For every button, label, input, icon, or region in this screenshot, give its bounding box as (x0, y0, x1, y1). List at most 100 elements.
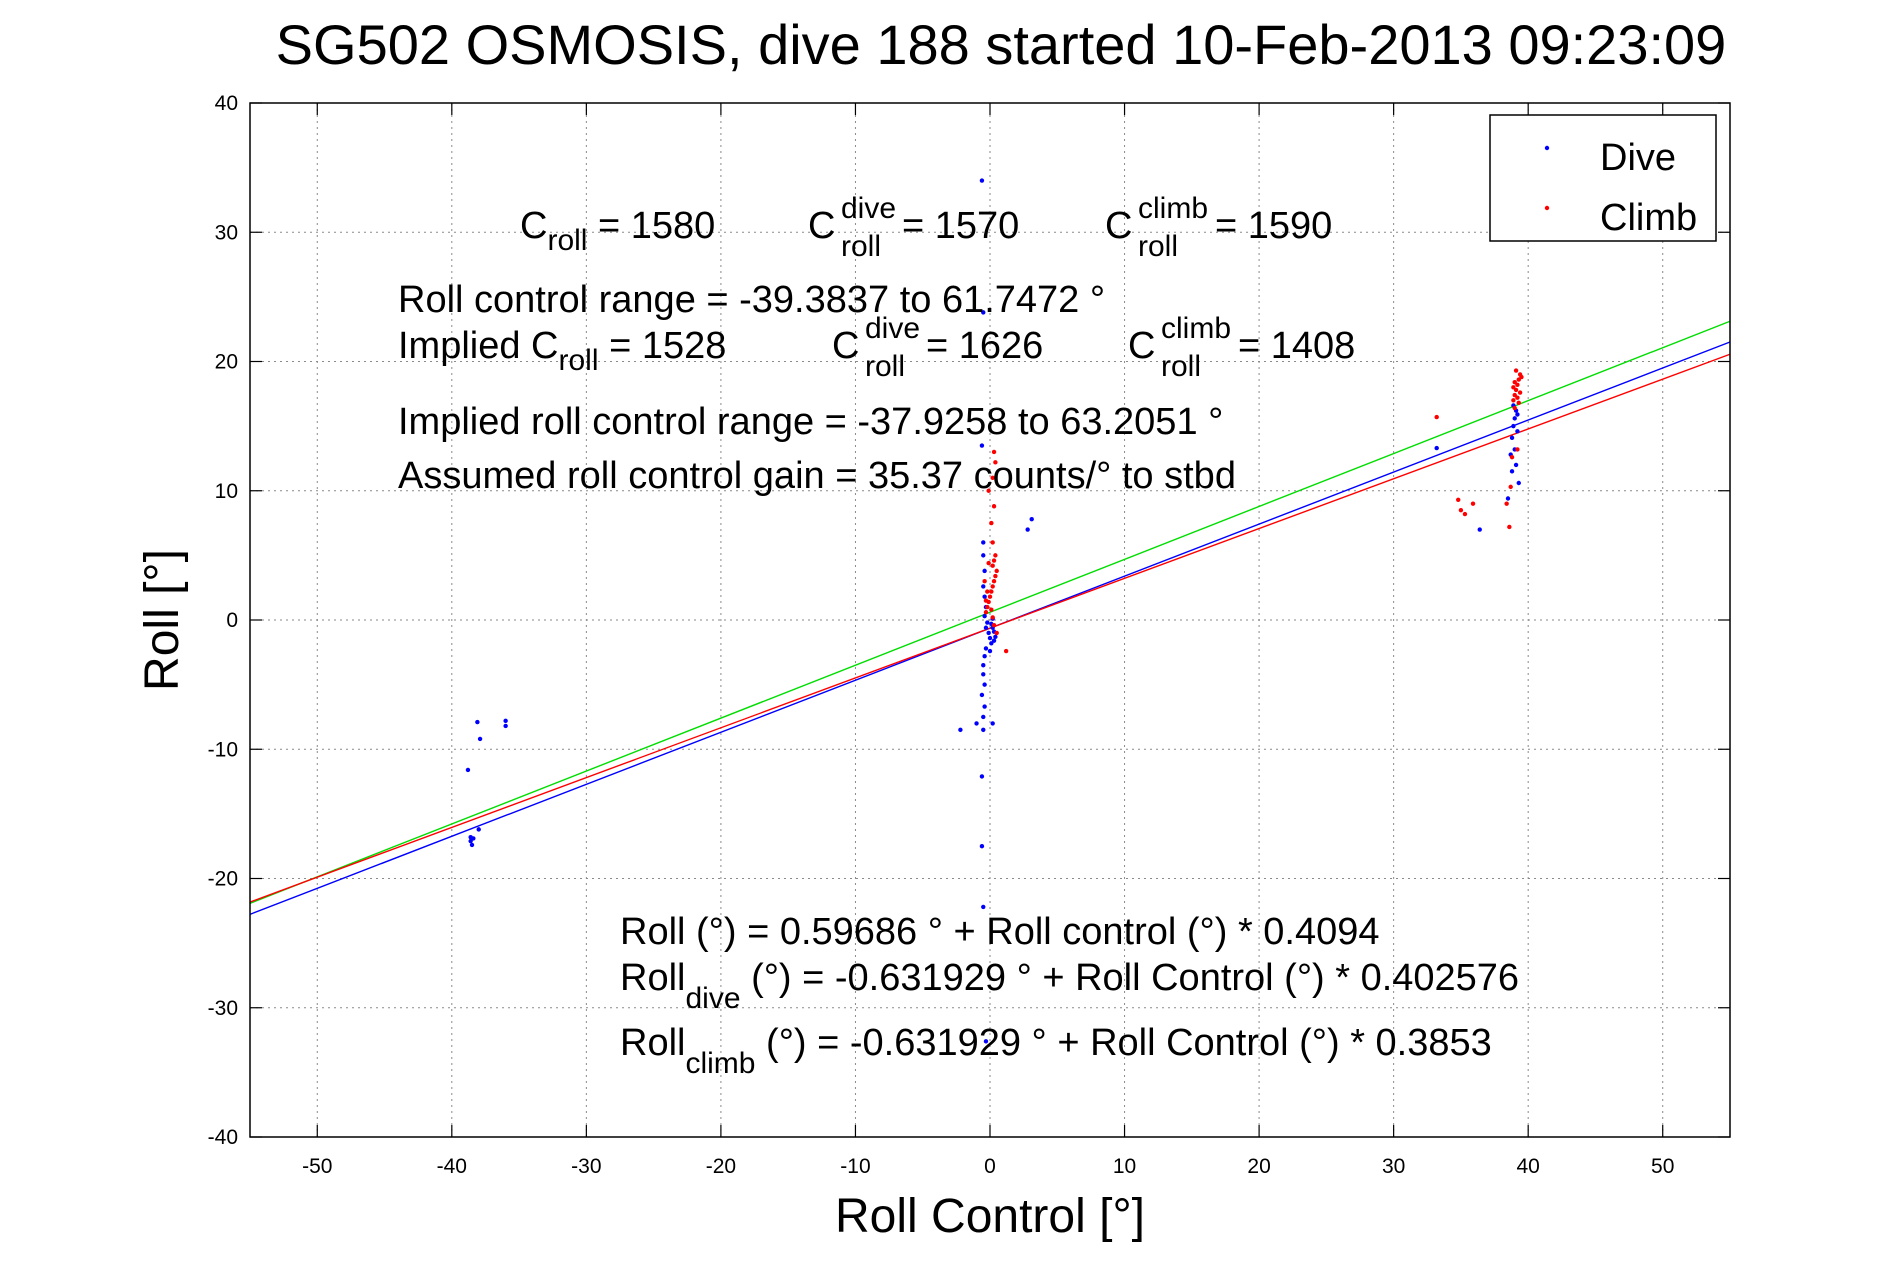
annotation-c-climb: C (1105, 205, 1132, 247)
climb-point (1509, 454, 1515, 460)
dive-point (503, 718, 508, 724)
climb-point (1456, 497, 1461, 502)
dive-point (1477, 527, 1482, 532)
climb-point (1458, 507, 1464, 513)
dive-point (1511, 423, 1516, 429)
climb-point (991, 558, 997, 563)
dive-point (983, 1039, 989, 1044)
annotation-implied: Implied Croll = 1528 (398, 325, 726, 377)
legend: Dive Climb (1489, 114, 1717, 242)
climb-point (1513, 368, 1519, 373)
climb-point (983, 610, 989, 615)
climb-point (994, 630, 999, 636)
dive-point (1516, 480, 1521, 486)
climb-point (990, 540, 995, 545)
dive-point (987, 648, 993, 654)
dive-point (465, 767, 471, 773)
dive-point (979, 178, 985, 183)
dive-point (469, 842, 475, 848)
dive-point (1509, 469, 1515, 474)
fit-lines (249, 320, 1731, 916)
annotation-eq3: Rollclimb (°) = -0.631929 ° + Roll Contr… (620, 1022, 1492, 1080)
dive-point (1509, 435, 1515, 440)
dive-point (982, 594, 987, 599)
data-points (465, 178, 1524, 1044)
annotation-eq2: Rolldive (°) = -0.631929 ° + Roll Contro… (620, 957, 1519, 1015)
dive-point (982, 613, 987, 619)
annotation-gain: Assumed roll control gain = 35.37 counts… (398, 455, 1236, 497)
y-tick-label: -10 (208, 738, 238, 761)
dive-point (974, 721, 979, 726)
climb-point (986, 488, 991, 493)
dive-point (979, 843, 985, 849)
climb-point (1504, 501, 1509, 506)
climb-point (1519, 374, 1524, 380)
annotation-c-climb-val: = 1590 (1215, 205, 1332, 247)
legend-dive-marker (1544, 145, 1550, 151)
dive-point (1029, 516, 1034, 522)
dive-point (1025, 527, 1030, 532)
dive-point (981, 553, 986, 558)
dive-point (979, 774, 985, 779)
x-tick-label: 0 (984, 1155, 996, 1178)
x-tick-label: -30 (571, 1155, 601, 1178)
climb-point (985, 604, 990, 610)
y-tick-label: 30 (215, 221, 238, 244)
annotation-c-dive-val: = 1570 (902, 205, 1019, 247)
dive-point (1505, 496, 1511, 501)
y-tick-label: 0 (226, 609, 238, 632)
climb-point (993, 573, 998, 579)
dive-point (475, 719, 480, 725)
climb-point (1462, 511, 1468, 517)
dive-point (991, 638, 997, 643)
annotation-implied-dive-val: = 1626 (926, 325, 1043, 367)
x-tick-label: -50 (302, 1155, 332, 1178)
climb-point (982, 579, 987, 584)
climb-point (991, 579, 997, 584)
annotations: Croll = 1580 C dive roll = 1570 C climb … (398, 192, 1519, 1080)
legend-box (1489, 114, 1717, 242)
fit-line-0 (249, 320, 1731, 904)
climb-point (1516, 400, 1521, 406)
dive-point (1434, 445, 1439, 451)
climb-point (1512, 379, 1517, 385)
annotation-c-climb-sup: climb (1138, 192, 1208, 225)
climb-point (1515, 395, 1520, 400)
dive-point (477, 736, 483, 742)
x-tick-label: -40 (437, 1155, 467, 1178)
fit-line-2 (249, 353, 1731, 903)
dive-point (981, 310, 986, 315)
annotation-c-climb-sub: roll (1138, 230, 1178, 263)
legend-climb-label: Climb (1600, 197, 1697, 239)
climb-point (990, 563, 995, 568)
annotation-implied-dive-sup: dive (865, 312, 920, 345)
dive-point (982, 704, 987, 709)
climb-point (989, 520, 994, 526)
climb-point (993, 460, 998, 465)
annotation-eq1: Roll (°) = 0.59686 ° + Roll control (°) … (620, 911, 1380, 953)
dive-point (1515, 412, 1520, 417)
climb-point (1434, 414, 1439, 420)
annotation-c-dive: C (808, 205, 835, 247)
dive-point (986, 630, 991, 636)
dive-point (981, 584, 986, 589)
climb-point (1508, 484, 1513, 490)
annotation-implied-climb-val: = 1408 (1238, 325, 1355, 367)
dive-point (983, 625, 989, 630)
climb-point (1470, 501, 1476, 506)
climb-point (1003, 648, 1009, 654)
climb-point (989, 589, 994, 594)
dive-point (985, 620, 990, 625)
dive-point (990, 721, 995, 726)
climb-point (985, 589, 990, 594)
annotation-implied-dive-sub: roll (865, 350, 905, 383)
climb-point (986, 560, 991, 566)
climb-point (991, 504, 997, 509)
climb-point (1517, 390, 1523, 395)
climb-point (990, 475, 995, 481)
dive-point (1512, 416, 1517, 421)
dive-point (476, 827, 481, 832)
annotation-implied-climb-sub: roll (1161, 350, 1201, 383)
dive-point (981, 663, 986, 668)
x-tick-label: 20 (1247, 1155, 1270, 1178)
